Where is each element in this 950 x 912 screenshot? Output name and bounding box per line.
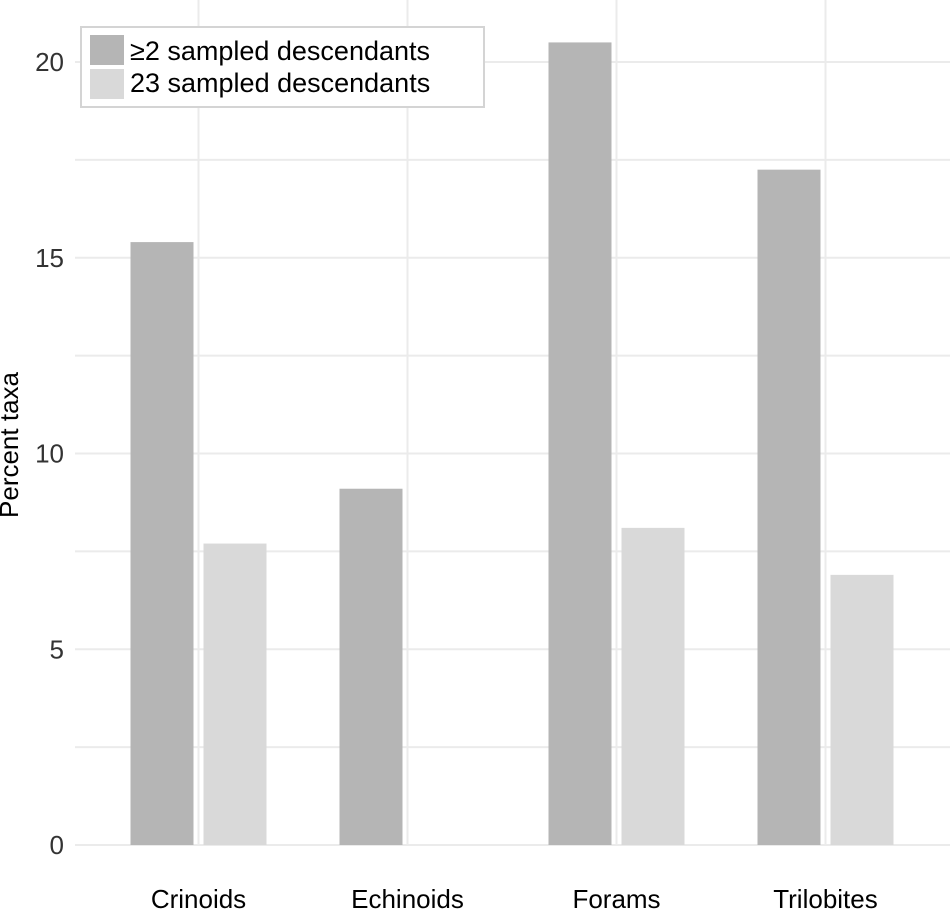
legend: ≥2 sampled descendants 23 sampled descen… (80, 26, 485, 108)
y-tick-label: 0 (50, 830, 64, 860)
y-tick-label: 15 (35, 243, 64, 273)
x-tick-label-crinoids: Crinoids (151, 884, 246, 912)
legend-swatch-at-least-2-sampled (90, 35, 124, 65)
legend-label-at-least-2-sampled: ≥2 sampled descendants (130, 36, 430, 66)
legend-swatch-23-sampled (90, 69, 124, 99)
x-tick-label-forams: Forams (572, 884, 660, 912)
y-axis-title: Percent taxa (0, 371, 24, 518)
y-tick-label: 10 (35, 439, 64, 469)
bar-trilobites-series-2 (830, 574, 894, 845)
x-tick-label-trilobites: Trilobites (773, 884, 878, 912)
x-tick-label-echinoids: Echinoids (351, 884, 464, 912)
bar-crinoids-series-1 (130, 242, 194, 846)
bar-forams-series-1 (548, 42, 612, 846)
bar-echinoids-series-1 (339, 488, 403, 845)
axis-layer: 0 5 10 15 20 Crinoids Echinoids Forams Trilobite… (35, 47, 878, 912)
legend-label-23-sampled: 23 sampled descendants (130, 68, 430, 98)
bar-crinoids-series-2 (203, 543, 267, 845)
y-tick-label: 5 (50, 634, 64, 664)
bar-forams-series-2 (621, 527, 685, 845)
bar-trilobites-series-1 (757, 169, 821, 846)
y-tick-label: 20 (35, 47, 64, 77)
legend-box (80, 26, 485, 108)
bars-layer (130, 42, 894, 846)
